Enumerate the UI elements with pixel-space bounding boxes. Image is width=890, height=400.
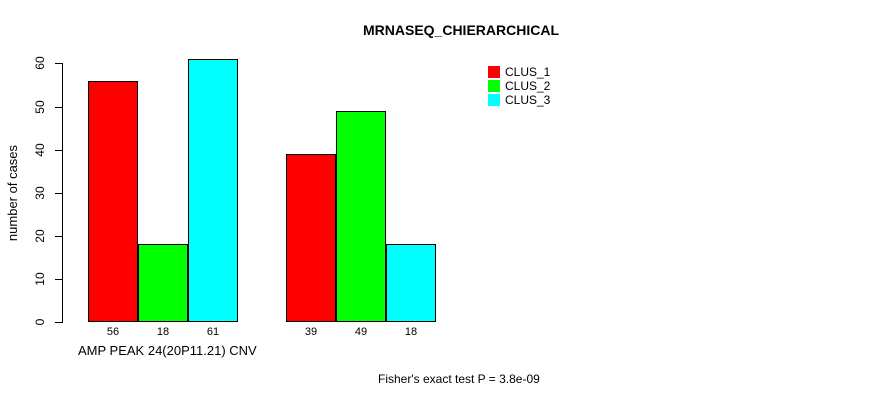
y-tick-mark <box>55 149 62 151</box>
bar-value-label: 49 <box>354 326 368 338</box>
y-tick-label: 60 <box>33 56 47 71</box>
bar-clus_2-group1 <box>138 244 188 322</box>
y-tick-mark <box>55 192 62 194</box>
bar-clus_1-group2 <box>286 153 336 322</box>
y-tick-label: 10 <box>33 272 47 286</box>
y-tick-label: 50 <box>33 99 47 114</box>
y-tick-mark <box>55 63 62 65</box>
bar-clus_3-group2 <box>386 244 436 322</box>
bar-clus_3-group1 <box>188 59 238 322</box>
y-tick-mark <box>55 278 62 280</box>
legend-item-clus_1: CLUS_1 <box>488 66 550 78</box>
y-axis-label: number of cases <box>5 144 20 242</box>
bar-clus_1-group1 <box>88 80 138 322</box>
legend-swatch-clus_2 <box>488 80 500 92</box>
legend-swatch-clus_1 <box>488 66 500 78</box>
legend-swatch-clus_3 <box>488 94 500 106</box>
y-tick-mark <box>55 322 62 323</box>
y-tick-label: 40 <box>33 142 47 157</box>
y-tick-label: 20 <box>33 229 47 243</box>
legend-item-clus_3: CLUS_3 <box>488 94 550 106</box>
y-tick-mark <box>55 235 62 237</box>
y-tick-label: 0 <box>33 318 47 326</box>
legend: CLUS_1 CLUS_2 CLUS_3 <box>488 66 550 108</box>
x-axis-caption: AMP PEAK 24(20P11.21) CNV <box>78 343 257 358</box>
y-tick-label: 30 <box>33 186 47 200</box>
y-axis-line <box>62 63 63 323</box>
legend-label: CLUS_2 <box>505 79 551 93</box>
legend-label: CLUS_1 <box>505 65 551 79</box>
legend-item-clus_2: CLUS_2 <box>488 80 550 92</box>
bar-value-label: 61 <box>206 326 220 338</box>
legend-label: CLUS_3 <box>505 93 551 107</box>
bar-value-label: 39 <box>304 326 318 338</box>
bar-value-label: 18 <box>404 326 418 338</box>
bar-value-label: 56 <box>106 326 120 338</box>
annotation-text: Fisher's exact test P = 3.8e-09 <box>378 372 540 386</box>
chart-title: MRNASEQ_CHIERARCHICAL <box>362 22 560 38</box>
bar-value-label: 18 <box>156 326 170 338</box>
bar-clus_2-group2 <box>336 110 386 322</box>
y-tick-mark <box>55 106 62 108</box>
